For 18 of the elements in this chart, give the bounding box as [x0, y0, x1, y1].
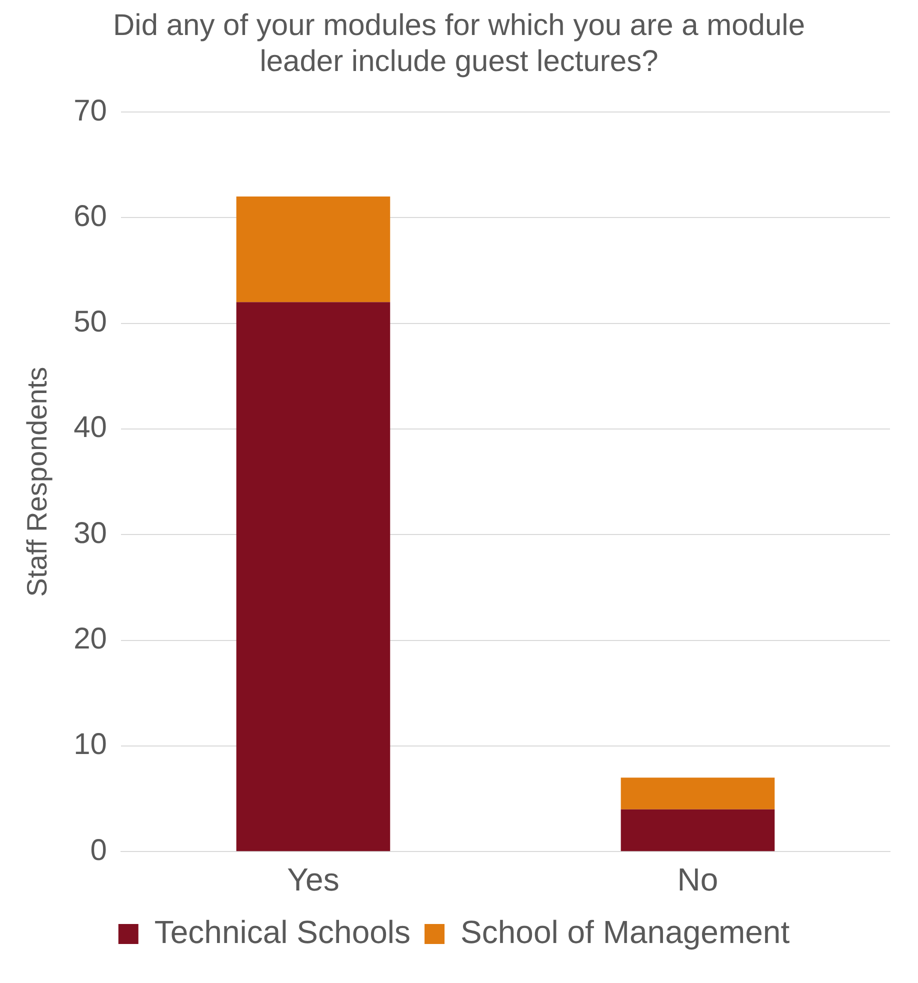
- y-tick-label: 0: [90, 834, 107, 867]
- y-tick-label: 30: [74, 516, 107, 550]
- bar: [236, 196, 390, 302]
- y-tick-label: 60: [74, 200, 107, 233]
- bar: [236, 302, 390, 852]
- bar: [620, 778, 775, 810]
- y-tick-label: 10: [74, 728, 107, 762]
- chart-title: Did any of your modules for which you are a module leader include guest lectures?: [112, 8, 806, 80]
- y-tick-label: 40: [74, 411, 107, 444]
- legend-label: School of Management: [460, 914, 790, 950]
- y-axis-title: Staff Respondents: [22, 366, 53, 597]
- x-tick-label: Yes: [287, 862, 340, 898]
- bar: [620, 809, 775, 852]
- y-tick-label: 70: [74, 94, 107, 128]
- legend-label: Technical Schools: [154, 914, 411, 950]
- x-tick-label: No: [677, 862, 718, 898]
- y-tick-label: 20: [74, 622, 107, 656]
- y-tick-label: 50: [74, 306, 107, 339]
